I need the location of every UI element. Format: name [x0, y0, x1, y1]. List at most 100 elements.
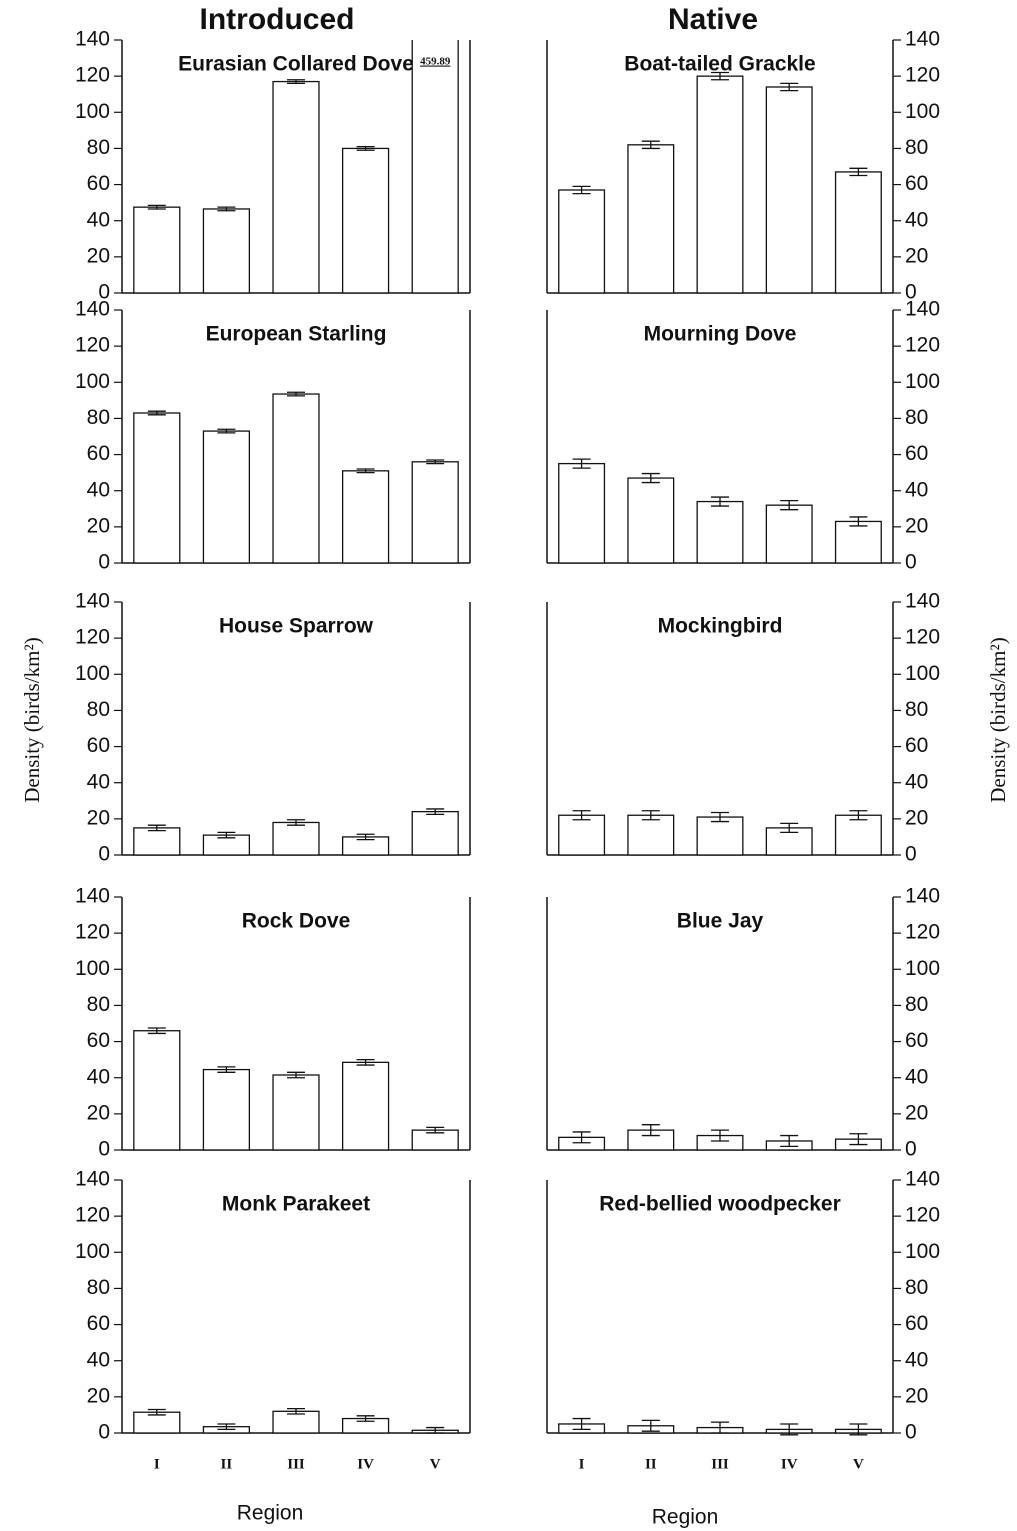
bar: [133, 827, 181, 856]
error-bar: [356, 468, 375, 474]
bar: [558, 462, 606, 564]
y-tick-label: 100: [75, 1240, 110, 1263]
y-tick-label: 100: [905, 370, 940, 393]
y-tick-label: 20: [87, 514, 110, 537]
y-tick-label: 20: [87, 1101, 110, 1124]
error-bar: [217, 428, 236, 434]
error-bar: [356, 833, 375, 841]
y-tick-label: 40: [87, 1348, 110, 1371]
panel: 0 20 40 60 80 100 120 140 Red-bellied woodpecker…: [546, 1168, 940, 1472]
bar: [341, 470, 390, 564]
y-tick-label: 80: [905, 1276, 928, 1299]
panel-title: Eurasian Collared Dove: [178, 53, 414, 76]
y-tick-label: 40: [905, 770, 928, 793]
error-bar: [641, 140, 660, 150]
panel: 0 20 40 60 80 100 120 140 Boat-tailed Grackle: [546, 28, 940, 304]
x-tick-label: III: [711, 1456, 729, 1472]
error-bar: [711, 1129, 729, 1142]
x-axis-label: Region: [237, 1502, 304, 1525]
error-bar: [426, 808, 445, 815]
y-tick-label: 60: [87, 172, 110, 195]
x-tick-label: V: [853, 1456, 864, 1472]
error-bar: [217, 831, 236, 839]
error-bar: [147, 1027, 166, 1035]
bar: [696, 75, 744, 294]
y-tick-label: 0: [98, 1138, 110, 1161]
error-bar: [641, 1419, 660, 1432]
bar: [834, 814, 882, 856]
panel: 0 20 40 60 80 100 120 140 House Sparrow: [75, 590, 471, 866]
y-tick-label: 40: [905, 208, 928, 231]
error-bar: [711, 496, 729, 507]
y-tick-label: 100: [75, 957, 110, 980]
bar: [202, 1068, 251, 1151]
error-bar: [287, 1071, 305, 1079]
bar: [202, 208, 251, 294]
error-bar: [641, 472, 660, 484]
bars: [133, 1030, 459, 1151]
error-bar: [711, 1421, 729, 1434]
bar: [696, 816, 744, 856]
error-bar: [147, 824, 166, 832]
panel: 0 20 40 60 80 100 120 140 European Starling: [75, 298, 471, 574]
error-bar: [287, 819, 305, 826]
error-bar: [147, 204, 166, 210]
error-bar: [287, 1407, 305, 1415]
y-tick-label: 0: [905, 843, 917, 866]
error-bar: [426, 1126, 445, 1134]
y-tick-label: 100: [75, 370, 110, 393]
y-tick-label: 60: [87, 1029, 110, 1052]
y-tick-label: 20: [87, 1384, 110, 1407]
bars: [133, 810, 459, 856]
y-tick-label: 80: [905, 136, 928, 159]
y-tick-label: 120: [75, 626, 110, 649]
bar: [411, 810, 459, 856]
bars: [558, 462, 882, 564]
panel-title: Mourning Dove: [644, 323, 797, 346]
error-bar: [780, 822, 799, 834]
error-bar: [711, 71, 729, 81]
y-tick-label: 60: [905, 442, 928, 465]
y-tick-label: 140: [75, 298, 110, 321]
bar: [133, 412, 181, 564]
bars: [558, 814, 882, 856]
panel: 0 20 40 60 80 100 120 140 Eurasian Collared Dove…: [75, 28, 471, 304]
error-bar: [356, 145, 375, 151]
error-bar: [572, 185, 591, 195]
y-tick-label: 0: [905, 1138, 917, 1161]
y-tick-label: 0: [98, 551, 110, 574]
error-bar: [780, 82, 799, 92]
panel-title: Boat-tailed Grackle: [624, 53, 815, 76]
x-tick-label: III: [287, 1456, 305, 1472]
error-bar: [780, 1134, 799, 1148]
y-tick-label: 100: [905, 957, 940, 980]
y-tick-label: 140: [905, 298, 940, 321]
y-tick-label: 120: [75, 921, 110, 944]
y-tick-label: 120: [75, 1204, 110, 1227]
y-tick-label: 80: [905, 698, 928, 721]
bar: [834, 520, 882, 564]
y-tick-label: 40: [87, 770, 110, 793]
y-tick-label: 20: [905, 1384, 928, 1407]
error-bar: [572, 1417, 591, 1431]
y-tick-label: 140: [75, 590, 110, 613]
error-bar: [147, 1408, 166, 1416]
panel: 0 20 40 60 80 100 120 140 Blue Jay: [546, 885, 940, 1161]
error-bar: [426, 459, 445, 465]
y-tick-label: 140: [905, 28, 940, 51]
y-tick-label: 100: [905, 100, 940, 123]
error-bar: [217, 206, 236, 212]
panel: 0 20 40 60 80 100 120 140 Mockingbird: [546, 590, 940, 866]
y-tick-label: 140: [75, 1168, 110, 1191]
y-tick-label: 40: [905, 478, 928, 501]
bar: [272, 80, 320, 294]
error-bar: [572, 810, 591, 821]
panel-title: Rock Dove: [242, 910, 351, 933]
error-bar: [572, 1131, 591, 1144]
error-bar: [641, 810, 660, 821]
y-tick-label: 120: [75, 334, 110, 357]
x-tick-label: I: [579, 1456, 585, 1472]
error-bar: [147, 410, 166, 416]
y-tick-label: 0: [98, 281, 110, 304]
error-bar: [356, 1415, 375, 1422]
